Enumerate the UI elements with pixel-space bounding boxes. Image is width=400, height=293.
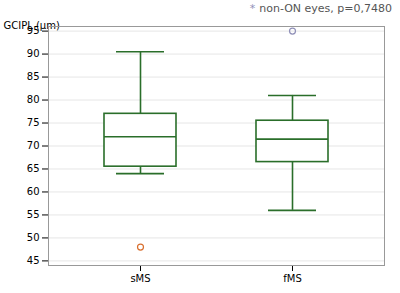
svg-text:95: 95 [26, 25, 40, 37]
svg-text:GCIPL (μm): GCIPL (μm) [4, 20, 60, 31]
svg-text:70: 70 [27, 140, 40, 151]
svg-text:80: 80 [27, 94, 40, 105]
svg-text:75: 75 [27, 117, 40, 128]
svg-text:60: 60 [27, 186, 40, 197]
svg-text:fMS: fMS [283, 273, 302, 284]
svg-text:85: 85 [27, 71, 40, 82]
svg-text:65: 65 [27, 163, 40, 174]
svg-text:90: 90 [27, 48, 40, 59]
svg-text:sMS: sMS [130, 273, 150, 284]
svg-text:50: 50 [27, 232, 40, 243]
svg-text:45: 45 [27, 255, 40, 266]
html-text:* non-ON eyes, p=0,7480: * non-ON eyes, p=0,7480 [249, 2, 392, 15]
svg-text:55: 55 [27, 209, 40, 220]
